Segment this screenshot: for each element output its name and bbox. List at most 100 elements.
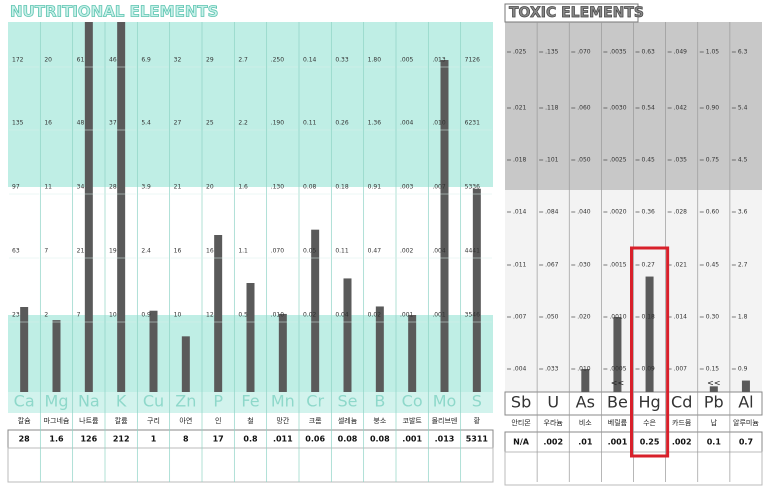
element-symbol: Hg (638, 393, 660, 412)
tick-label: 34 (77, 184, 85, 191)
bar (181, 336, 190, 392)
element-name: 칼슘 (18, 416, 31, 425)
element-name: 철 (247, 416, 253, 425)
tick-label: .060 (577, 105, 591, 112)
tick-label: 2.7 (738, 262, 748, 269)
symbol-row (8, 392, 493, 413)
tick-label: 16 (44, 120, 52, 127)
below-range-flag: << (611, 379, 624, 388)
tick-label: .049 (674, 49, 688, 56)
element-name: 안티몬 (511, 418, 531, 427)
tick-label: 3.9 (141, 184, 151, 191)
tick-label: 2.2 (238, 120, 248, 127)
element-symbol: B (374, 392, 385, 411)
element-symbol: As (576, 393, 595, 412)
tick-label: 0.5 (238, 312, 248, 319)
bar (408, 315, 417, 392)
tick-label: .010 (271, 312, 285, 319)
tick-label: .001 (432, 312, 446, 319)
tick-label: .004 (432, 248, 446, 255)
element-value: 0.06 (305, 435, 325, 444)
tick-label: 23 (12, 312, 20, 319)
tick-label: .042 (674, 105, 688, 112)
bar (84, 22, 93, 392)
tick-label: 0.75 (706, 157, 720, 164)
tick-label: .007 (513, 314, 527, 321)
tick-label: 6.9 (141, 57, 151, 64)
highlight-box (630, 246, 670, 458)
tick-label: 0.90 (706, 105, 720, 112)
element-value: .002 (543, 438, 563, 447)
element-name: 카드뮴 (672, 418, 692, 427)
tick-label: 29 (206, 57, 214, 64)
tick-label: 25 (206, 120, 214, 127)
bar (581, 369, 590, 392)
tick-label: 135 (12, 120, 24, 127)
element-value: 212 (113, 435, 130, 444)
element-name: 아연 (179, 416, 192, 425)
tick-label: 0.26 (335, 120, 349, 127)
tick-label: 0.36 (642, 209, 656, 216)
element-value: .001 (608, 438, 628, 447)
tick-label: 7126 (465, 57, 480, 64)
tick-label: 0.91 (368, 184, 382, 191)
element-name: 우라늄 (544, 418, 564, 427)
tick-label: 21 (174, 184, 182, 191)
tick-label: 0.45 (706, 262, 720, 269)
tick-label: 0.60 (706, 209, 720, 216)
element-value: 17 (213, 435, 224, 444)
element-symbol: Na (78, 392, 100, 411)
bar (472, 188, 481, 392)
bar (709, 386, 718, 392)
element-name: 베릴륨 (608, 418, 628, 427)
tick-label: 4.5 (738, 157, 748, 164)
tick-label: 0.18 (335, 184, 349, 191)
tick-label: .050 (545, 314, 559, 321)
tick-label: 6231 (465, 120, 480, 127)
element-value: 0.7 (739, 438, 753, 447)
below-range-flag: << (707, 379, 720, 388)
element-name: 나트륨 (79, 416, 99, 425)
bar (278, 313, 287, 392)
tick-label: .004 (513, 366, 527, 373)
element-value: 0.08 (370, 435, 390, 444)
element-value: 1.6 (49, 435, 64, 444)
tick-label: .025 (513, 49, 527, 56)
element-value: 28 (19, 435, 31, 444)
element-value: 0.25 (640, 438, 660, 447)
tick-label: .003 (400, 184, 414, 191)
bar (20, 307, 29, 392)
element-symbol: Se (338, 392, 358, 411)
tick-label: 46 (109, 57, 117, 64)
tick-label: 1.36 (368, 120, 382, 127)
element-name: 셀레늄 (338, 416, 358, 425)
element-symbol: Zn (175, 392, 196, 411)
tick-label: .190 (271, 120, 285, 127)
element-name: 수은 (643, 419, 656, 427)
tick-label: 0.02 (368, 312, 382, 319)
tick-label: 32 (174, 57, 182, 64)
element-name: 칼륨 (115, 417, 128, 425)
element-value: 0.08 (338, 435, 358, 444)
tick-label: 0.45 (642, 157, 656, 164)
element-symbol: Co (402, 392, 423, 411)
bar (246, 283, 255, 392)
tick-label: .010 (432, 120, 446, 127)
tick-label: .070 (577, 49, 591, 56)
tick-label: 0.63 (642, 49, 656, 56)
bar (343, 278, 352, 392)
tick-label: 0.14 (303, 57, 317, 64)
element-value: .002 (672, 438, 692, 447)
tick-label: 5336 (465, 184, 480, 191)
tick-label: .070 (271, 248, 285, 255)
tick-label: 16 (174, 248, 182, 255)
element-symbol: K (116, 392, 127, 411)
band (8, 22, 493, 187)
element-name: 구리 (147, 416, 160, 425)
tick-label: 2 (44, 312, 48, 319)
tick-label: 0.02 (303, 312, 317, 319)
tick-label: 11 (44, 184, 52, 191)
tick-label: .101 (545, 157, 559, 164)
title-box (504, 3, 639, 23)
tick-label: 0.08 (303, 184, 317, 191)
